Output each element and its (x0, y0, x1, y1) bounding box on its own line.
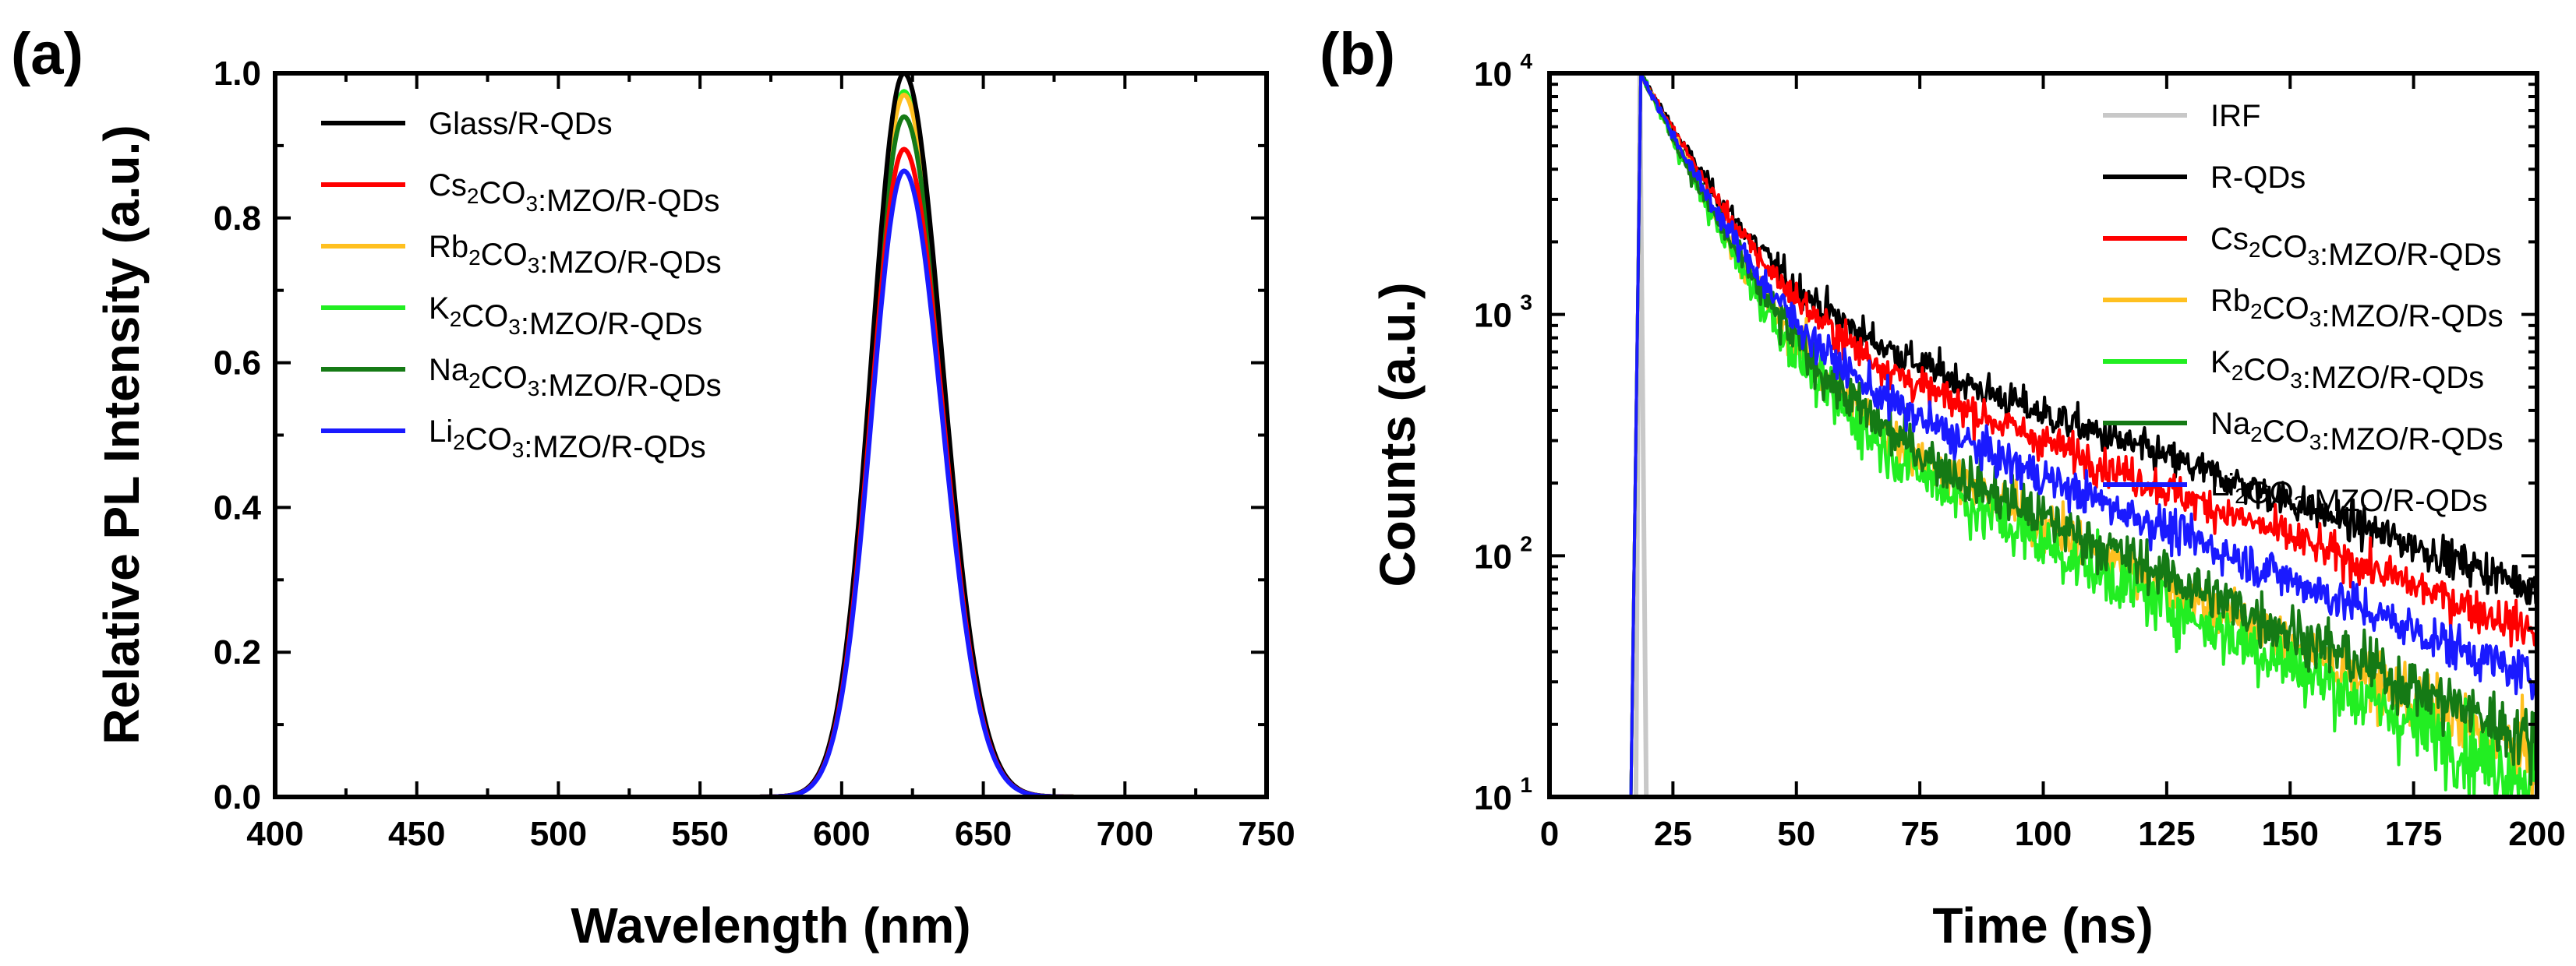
panel-b-xtick-label: 50 (1777, 815, 1815, 853)
panel-a-series-glass-r-qds (274, 71, 1140, 799)
panel-b-label: (b) (1320, 21, 1395, 87)
panel-b-xtick-label: 150 (2262, 815, 2319, 853)
panel-b-series-li2co3-mzo-r-qds (1629, 72, 2539, 798)
panel-b-xtick-label: 75 (1901, 815, 1939, 853)
panel-b-ylabel: Counts (a.u.) (1369, 282, 1426, 587)
panel-a-xtick-label: 500 (530, 815, 587, 853)
panel-b-legend-label-li2co3-mzo-r-qds: Li2CO3:MZO/R-QDs (2210, 468, 2488, 518)
panel-b-xtick-label: 100 (2015, 815, 2072, 853)
panel-a-frame (273, 71, 1269, 799)
panel-b-xtick-label: 25 (1654, 815, 1692, 853)
panel-b-curves (1629, 72, 2539, 799)
panel-a-ytick-label: 0.6 (214, 344, 261, 383)
panel-a-ytick-label: 0.8 (214, 199, 261, 238)
panel-b-legend-label-k2co3-mzo-r-qds: K2CO3:MZO/R-QDs (2210, 345, 2484, 395)
panel-a-legend-label-na2co3-mzo-r-qds: Na2CO3:MZO/R-QDs (429, 353, 722, 403)
panel-b-ytick-label: 10 (1474, 779, 1512, 817)
panel-a-ytick-label: 0.4 (214, 488, 262, 527)
panel-a-legend-label-li2co3-mzo-r-qds: Li2CO3:MZO/R-QDs (429, 414, 706, 464)
panel-b-xtick-label: 175 (2385, 815, 2442, 853)
panel-b-legend-label-na2co3-mzo-r-qds: Na2CO3:MZO/R-QDs (2210, 407, 2504, 457)
panel-b-legend-label-irf: IRF (2210, 99, 2260, 133)
panel-a-legend-label-cs2co3-mzo-r-qds: Cs2CO3:MZO/R-QDs (429, 168, 719, 218)
panel-b-xlabel: Time (ns) (1932, 897, 2153, 954)
panel-a-xlabel: Wavelength (nm) (571, 897, 970, 954)
panel-b-ytick-exponent: 4 (1520, 49, 1532, 73)
panel-a-xtick-label: 750 (1238, 815, 1295, 853)
panel-a-series-na2co3-mzo-r-qds (274, 114, 1140, 799)
panel-b-xtick-label: 0 (1540, 815, 1559, 853)
panel-a-xtick-label: 600 (813, 815, 870, 853)
panel-b-ytick-exponent: 2 (1520, 531, 1532, 555)
panel-a-xtick-label: 450 (388, 815, 445, 853)
panel-b-series-na2co3-mzo-r-qds (1629, 72, 2539, 798)
panel-a-label: (a) (11, 21, 83, 87)
panel-a-ytick-label: 1.0 (214, 55, 261, 93)
panel-a-ytick-label: 0.0 (214, 778, 261, 816)
panel-b-ytick-label: 10 (1474, 538, 1512, 576)
panel-a-ylabel: Relative PL Intensity (a.u.) (94, 125, 150, 744)
panel-a-legend: Glass/R-QDs Cs2CO3:MZO/R-QDs Rb2CO3:MZO/R-… (321, 107, 722, 464)
panel-a-xtick-label: 550 (671, 815, 728, 853)
panel-a-ytick-label: 0.2 (214, 633, 261, 672)
panel-b-legend-label-r-qds: R-QDs (2210, 160, 2306, 195)
panel-b-legend: IRF R-QDs Cs2CO3:MZO/R-QDs Rb2CO3:MZO/R-QDs… (2103, 99, 2504, 518)
panel-b-ticks: 0 25 50 75 100 125 150 175 200 10 1 10 2 10 3 10 4 (1474, 49, 2566, 853)
panel-a-xtick-label: 700 (1097, 815, 1154, 853)
panel-a-xtick-label: 650 (955, 815, 1012, 853)
panel-b-ytick-label: 10 (1474, 297, 1512, 335)
panel-b-xtick-label: 125 (2138, 815, 2195, 853)
panel-b-series-cs2co3-mzo-r-qds (1629, 72, 2539, 798)
panel-b-ytick-label: 10 (1474, 55, 1512, 93)
panel-a: (a) 400 450 500 550 600 650 700 750 0.0 0.2 0.4 0.6… (11, 21, 1295, 954)
panel-a-legend-label-rb2co3-mzo-r-qds: Rb2CO3:MZO/R-QDs (429, 230, 722, 280)
panel-b-legend-label-rb2co3-mzo-r-qds: Rb2CO3:MZO/R-QDs (2210, 284, 2504, 333)
panel-a-xtick-label: 400 (246, 815, 303, 853)
panel-b: (b) 0 25 50 75 100 125 150 175 200 10 1 10 2 10 3 10 4 I… (1320, 21, 2566, 954)
panel-b-series-irf (1633, 72, 1649, 798)
panel-b-legend-label-cs2co3-mzo-r-qds: Cs2CO3:MZO/R-QDs (2210, 222, 2501, 272)
panel-b-xtick-label: 200 (2508, 815, 2565, 853)
panel-a-legend-label-glass-r-qds: Glass/R-QDs (429, 107, 613, 141)
panel-a-ticks: 400 450 500 550 600 650 700 750 0.0 0.2 0.4 0.6 0.8 1… (214, 55, 1295, 853)
panel-b-ytick-exponent: 3 (1520, 291, 1532, 315)
panel-a-curves (274, 71, 1140, 799)
panel-b-ytick-exponent: 1 (1520, 773, 1532, 797)
panel-b-series-k2co3-mzo-r-qds (1629, 72, 2538, 799)
panel-a-legend-label-k2co3-mzo-r-qds: K2CO3:MZO/R-QDs (429, 291, 702, 341)
